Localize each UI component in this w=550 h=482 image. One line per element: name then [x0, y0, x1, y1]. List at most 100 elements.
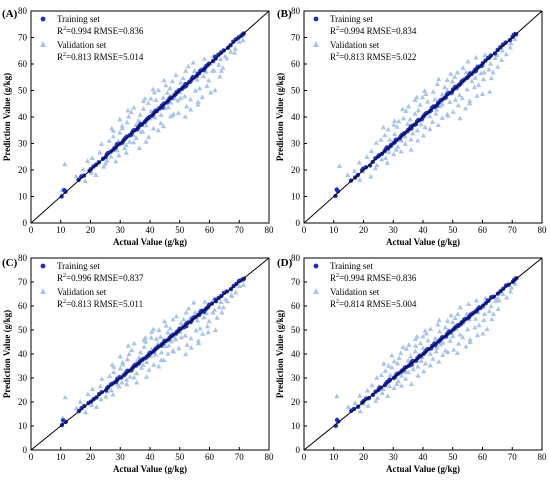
validation-point: [124, 377, 130, 382]
legend-validation-marker: [313, 41, 319, 47]
validation-point: [437, 341, 444, 347]
training-point: [206, 61, 212, 66]
x-tick-label: 20: [86, 225, 96, 235]
validation-point: [457, 331, 463, 337]
validation-point: [107, 373, 113, 379]
x-tick-label: 0: [29, 452, 34, 462]
validation-point: [484, 326, 490, 331]
validation-point: [128, 109, 134, 115]
validation-point: [229, 293, 235, 299]
reference-line: [304, 258, 542, 450]
validation-point: [98, 141, 105, 146]
validation-point: [447, 99, 453, 104]
y-tick-label: 60: [18, 59, 28, 69]
x-tick-label: 0: [302, 225, 307, 235]
validation-point: [173, 72, 179, 78]
validation-point: [191, 299, 197, 305]
training-point: [387, 377, 392, 382]
validation-point: [188, 106, 194, 112]
x-tick-label: 10: [329, 452, 339, 462]
validation-point: [176, 345, 182, 351]
y-tick-label: 40: [18, 349, 28, 359]
legend-training-stats: R2=0.996 RMSE=0.837: [57, 273, 144, 283]
validation-point: [210, 309, 216, 315]
validation-point: [503, 51, 509, 57]
x-tick-label: 70: [508, 452, 518, 462]
validation-point: [117, 365, 123, 371]
validation-point: [232, 50, 238, 55]
validation-point: [481, 311, 488, 316]
validation-point: [474, 93, 480, 98]
legend-training-marker: [313, 16, 319, 22]
x-tick-label: 10: [56, 225, 66, 235]
validation-point: [398, 148, 404, 154]
x-axis-title: Actual Value (g/kg): [386, 464, 460, 474]
validation-point: [373, 398, 379, 403]
validation-point: [185, 63, 191, 69]
validation-point: [447, 338, 453, 343]
x-tick-label: 20: [359, 225, 369, 235]
validation-point: [143, 139, 149, 144]
validation-point: [148, 95, 154, 101]
validation-point: [170, 347, 176, 353]
validation-point: [480, 76, 486, 82]
validation-point: [500, 291, 506, 297]
training-point: [503, 40, 508, 45]
validation-point: [203, 310, 210, 316]
y-tick-label: 50: [18, 86, 28, 96]
validation-point: [442, 324, 448, 330]
validation-point: [425, 337, 431, 343]
validation-point: [405, 369, 411, 375]
panel-3: (C) 0 10 20 30 40 50 60 70 80 0 10 20 30 40 50 60 70 80 Act…: [2, 253, 274, 474]
validation-point: [116, 152, 122, 158]
validation-point: [155, 127, 161, 133]
validation-point: [467, 100, 473, 106]
legend-training-name: Training set: [330, 14, 373, 24]
validation-point: [172, 95, 178, 101]
validation-point: [512, 281, 518, 286]
validation-point: [73, 405, 80, 410]
validation-point: [131, 104, 137, 110]
validation-point: [134, 370, 140, 376]
validation-point: [101, 163, 107, 169]
validation-point: [495, 306, 501, 311]
validation-point: [427, 351, 433, 356]
validation-point: [99, 376, 105, 381]
validation-point: [389, 352, 395, 358]
x-tick-label: 40: [146, 225, 156, 235]
training-point: [135, 126, 140, 132]
validation-point: [427, 113, 433, 119]
validation-point: [228, 48, 234, 54]
validation-point: [427, 362, 434, 368]
validation-point: [124, 381, 130, 387]
validation-point: [473, 297, 480, 303]
validation-point: [172, 336, 179, 342]
validation-point: [206, 318, 212, 324]
validation-point: [450, 109, 456, 114]
y-tick-label: 0: [296, 218, 301, 228]
validation-point: [406, 342, 412, 347]
validation-point: [418, 121, 424, 127]
validation-point: [110, 391, 116, 397]
validation-point: [494, 52, 500, 57]
validation-point: [141, 344, 147, 349]
x-tick-label: 30: [389, 452, 399, 462]
validation-point: [423, 330, 430, 336]
validation-point: [204, 83, 210, 89]
validation-point: [103, 393, 109, 399]
training-point: [498, 45, 503, 50]
validation-point: [135, 117, 142, 123]
validation-point: [414, 94, 420, 100]
validation-point: [109, 362, 115, 367]
validation-point: [402, 141, 408, 146]
validation-point: [161, 77, 167, 83]
validation-point: [452, 97, 459, 102]
validation-point: [165, 329, 171, 335]
x-axis-title: Actual Value (g/kg): [113, 464, 187, 474]
validation-point: [120, 361, 126, 367]
y-tick-label: 70: [291, 33, 301, 43]
validation-point: [357, 177, 363, 182]
validation-point: [219, 309, 225, 315]
validation-point: [433, 110, 439, 116]
